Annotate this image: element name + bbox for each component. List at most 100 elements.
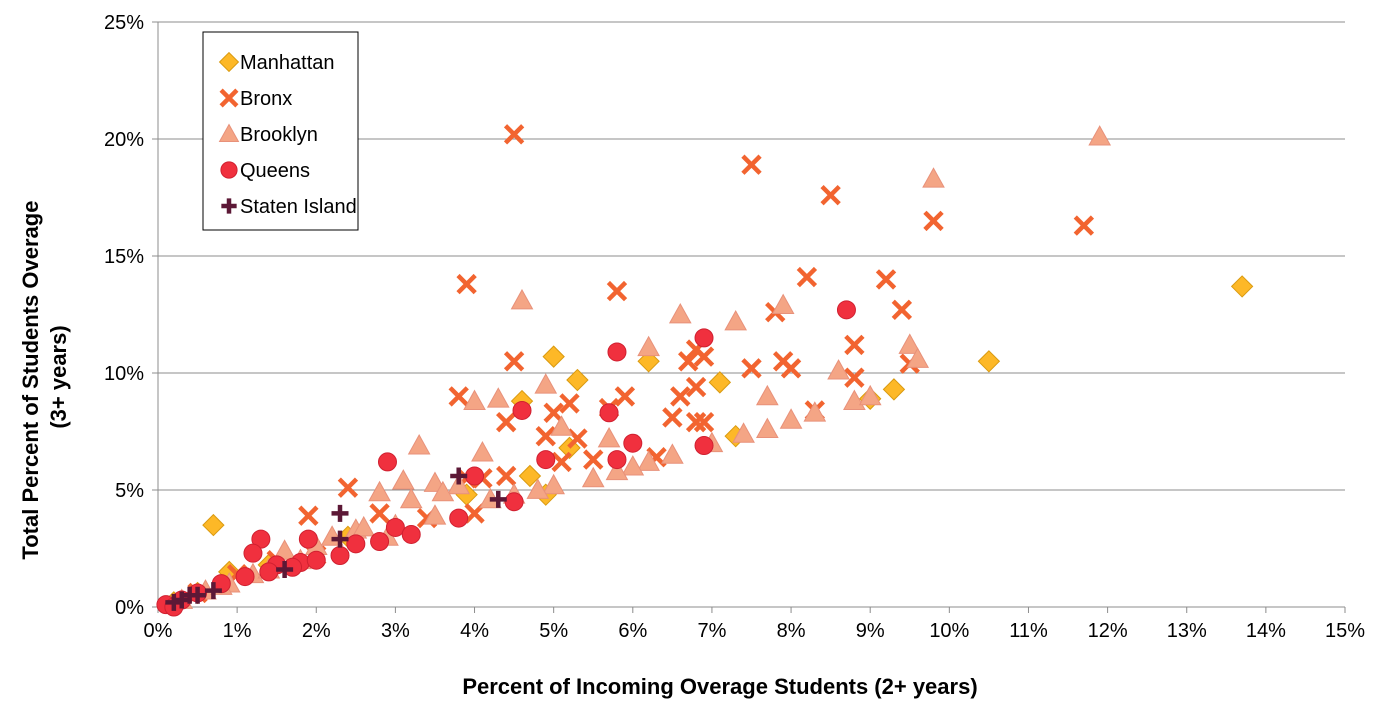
y-axis-title-line1: Total Percent of Students Overage [18, 201, 43, 560]
queens-point [377, 452, 397, 472]
legend-label-bronx: Bronx [240, 88, 292, 110]
y-tick-label: 15% [104, 246, 144, 268]
x-tick-label: 0% [144, 620, 173, 642]
brooklyn-point [391, 469, 415, 490]
bronx-point [741, 154, 762, 175]
bronx-point [662, 407, 683, 428]
x-tick-label: 10% [929, 620, 969, 642]
brooklyn-point [898, 333, 922, 354]
bronx-point [844, 367, 865, 388]
brooklyn-point [922, 167, 945, 188]
manhattan-point [566, 368, 589, 392]
staten-island-point [204, 582, 222, 600]
brooklyn-point [431, 480, 455, 502]
bronx-point [503, 351, 525, 372]
queens-point [694, 436, 714, 456]
staten-island-point [489, 490, 507, 508]
x-axis-title: Percent of Incoming Overage Students (2+… [462, 674, 977, 699]
brooklyn-point [724, 309, 748, 331]
brooklyn-point [803, 401, 827, 422]
bronx-point [551, 451, 572, 473]
brooklyn-point [755, 384, 779, 406]
staten-island-point [450, 467, 468, 485]
manhattan-point [1230, 275, 1254, 298]
bronx-point [820, 184, 841, 206]
brooklyn-point [423, 504, 447, 525]
manhattan-point [708, 371, 732, 394]
bronx-point [337, 477, 359, 498]
series-staten-island [165, 467, 507, 611]
legend-label-manhattan: Manhattan [240, 52, 335, 74]
bronx-point [298, 505, 319, 526]
staten-island-point [331, 530, 349, 548]
queens-point [836, 300, 856, 320]
tick-labels: 0% 5% 10% 15% 20% 25% 0% 1% 2% 3% 4% 5% 6% 7% 8% 9% 10% 1… [104, 12, 1365, 642]
legend-label-staten-island: Staten Island [240, 196, 357, 218]
x-tick-label: 7% [697, 620, 726, 642]
bronx-point [496, 411, 517, 433]
legend: Manhattan Bronx Brooklyn Queens Staten Islan… [202, 31, 359, 231]
brooklyn-point [668, 302, 692, 324]
bronx-point [693, 346, 715, 367]
legend-marker-manhattan [218, 51, 240, 73]
manhattan-point [882, 378, 906, 401]
y-tick-label: 5% [115, 480, 144, 502]
bronx-point [780, 358, 802, 379]
staten-island-point [181, 586, 199, 604]
brooklyn-point [368, 480, 391, 502]
brooklyn-point [534, 373, 558, 394]
bronx-point [448, 386, 469, 407]
y-tick-label: 20% [104, 129, 144, 151]
bronx-point [891, 299, 913, 321]
queens-point [607, 342, 627, 362]
brooklyn-point [779, 408, 803, 429]
queens-point [330, 546, 350, 566]
queens-point [623, 433, 643, 453]
queens-point [370, 531, 390, 551]
brooklyn-point [771, 293, 795, 315]
y-tick-label: 10% [104, 363, 144, 385]
queens-point [243, 543, 263, 563]
x-tick-label: 9% [856, 620, 885, 642]
bronx-point [844, 334, 865, 356]
queens-point [235, 567, 255, 587]
manhattan-point [542, 345, 565, 368]
staten-island-point [331, 504, 349, 522]
legend-marker-brooklyn [218, 123, 240, 143]
x-tick-label: 15% [1325, 620, 1365, 642]
manhattan-point [202, 513, 225, 537]
bronx-point [583, 449, 604, 470]
x-tick-label: 3% [381, 620, 410, 642]
queens-point [259, 562, 279, 582]
series-queens [156, 300, 856, 617]
brooklyn-point [597, 426, 621, 448]
bronx-point [796, 266, 818, 288]
y-axis-title: Total Percent of Students Overage (3+ ye… [18, 194, 71, 559]
bronx-point [496, 465, 517, 487]
staten-island-point [276, 561, 294, 579]
queens-point [512, 400, 532, 420]
bronx-point [875, 269, 897, 290]
data-points [156, 124, 1254, 617]
bronx-point [543, 402, 564, 423]
bronx-point [1073, 215, 1095, 236]
x-tick-label: 13% [1167, 620, 1207, 642]
bronx-point [559, 393, 580, 414]
y-tick-label: 25% [104, 12, 144, 34]
queens-point [599, 403, 619, 423]
queens-point [385, 517, 405, 537]
brooklyn-point [858, 384, 882, 406]
queens-point [504, 492, 524, 512]
bronx-point [464, 503, 485, 524]
bronx-point [693, 411, 715, 433]
x-tick-label: 8% [777, 620, 806, 642]
brooklyn-point [407, 434, 431, 455]
brooklyn-point [486, 387, 510, 408]
queens-point [346, 534, 366, 554]
brooklyn-point [906, 347, 930, 368]
bronx-point [678, 351, 699, 372]
bronx-point [923, 210, 944, 232]
x-tick-label: 11% [1009, 620, 1048, 642]
y-axis-title-line2: (3+ years) [46, 325, 71, 428]
